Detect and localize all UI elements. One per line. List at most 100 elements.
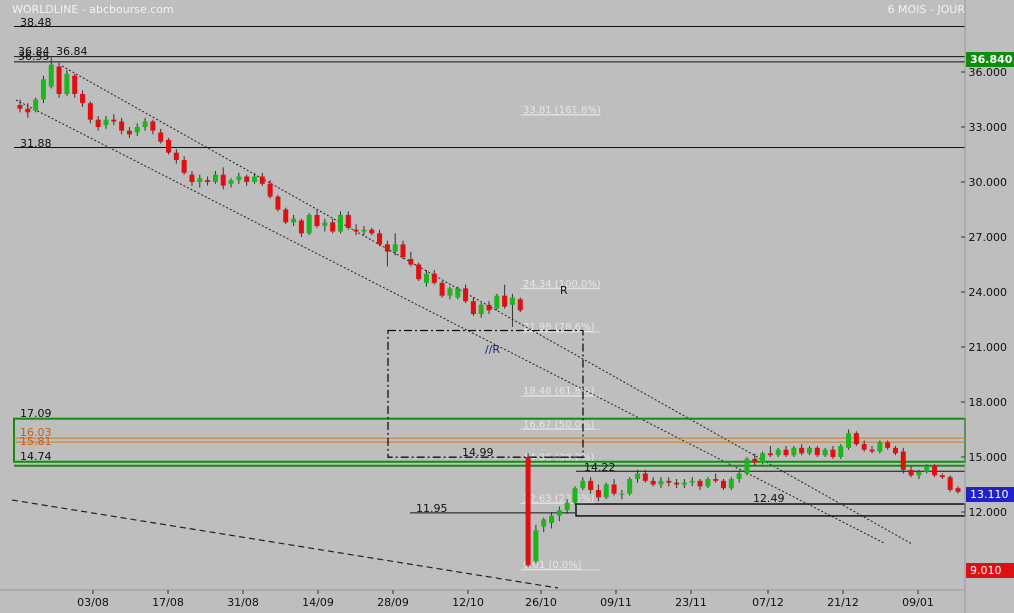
candle-body-8 — [80, 94, 86, 104]
candle-body-99 — [791, 447, 797, 456]
x-tick-label-3: 14/09 — [302, 596, 334, 609]
fib-label-0: 33.81 (161.8%) — [523, 105, 601, 116]
x-tick-label-4: 28/09 — [377, 596, 409, 609]
candle-body-23 — [197, 178, 203, 183]
candle-body-10 — [95, 119, 101, 128]
candle-body-9 — [87, 103, 93, 120]
x-tick-label-2: 31/08 — [227, 596, 259, 609]
candle-body-45 — [369, 229, 375, 234]
candle-body-54 — [439, 282, 445, 296]
candle-body-20 — [173, 152, 179, 161]
fib-label-7: 9.01 (0.0%) — [523, 560, 582, 571]
candle-body-80 — [642, 473, 648, 481]
x-tick-label-0: 03/08 — [77, 596, 109, 609]
candle-body-28 — [236, 176, 242, 181]
candle-body-55 — [447, 288, 453, 296]
candle-body-25 — [212, 174, 218, 183]
gap-box — [387, 329, 584, 458]
candle-body-113 — [900, 451, 906, 470]
candle-body-56 — [455, 288, 461, 298]
candle-body-2 — [33, 99, 39, 111]
price-axis: 36.000 33.000 30.000 27.000 24.000 21.000 18.0… — [961, 0, 1007, 613]
candle-body-12 — [111, 119, 117, 122]
candle-body-74 — [595, 490, 601, 498]
level-label-l1b: 36.84 — [56, 45, 88, 58]
y-tick-label-4: 24.000 — [969, 286, 1008, 299]
candle-body-104 — [830, 449, 836, 458]
x-tick-label-7: 09/11 — [600, 596, 632, 609]
y-tick-label-8: 12.000 — [969, 506, 1008, 519]
y-tick-label-3: 27.000 — [969, 231, 1008, 244]
candle-body-36 — [298, 220, 304, 234]
price-badges: 36.840 13.110 9.010 — [966, 52, 1014, 578]
x-tick-label-11: 09/01 — [902, 596, 934, 609]
candle-body-118 — [939, 475, 945, 478]
candle-body-53 — [431, 273, 437, 283]
x-tick-label-1: 17/08 — [152, 596, 184, 609]
candle-body-87 — [697, 480, 703, 487]
candle-body-24 — [205, 180, 211, 183]
candle-body-86 — [689, 480, 695, 483]
candle-body-67 — [541, 519, 547, 527]
candle-body-46 — [377, 233, 383, 245]
long-dashed-line — [11, 499, 559, 589]
candle-body-110 — [877, 442, 883, 452]
candle-body-33 — [275, 196, 281, 210]
candle-body-37 — [306, 215, 312, 234]
candle-body-22 — [189, 174, 195, 183]
candle-body-84 — [674, 482, 680, 485]
candle-body-119 — [947, 477, 953, 491]
candle-body-59 — [478, 304, 484, 315]
candle-body-107 — [853, 433, 859, 445]
candle-body-83 — [666, 480, 672, 483]
candle-body-120 — [955, 488, 961, 492]
candle-body-13 — [119, 121, 125, 131]
candle-body-65 — [525, 457, 531, 566]
channel-lines — [11, 65, 913, 589]
candle-body-57 — [463, 288, 469, 302]
level-label-l3: 31.88 — [20, 137, 52, 150]
candle-body-117 — [932, 466, 938, 476]
candle-body-97 — [775, 449, 781, 456]
candle-body-101 — [806, 447, 812, 454]
candle-body-52 — [423, 273, 429, 283]
candle-body-11 — [103, 119, 109, 126]
candle-body-15 — [134, 127, 140, 133]
candle-body-94 — [752, 458, 758, 463]
candle-body-73 — [588, 480, 594, 491]
candle-body-68 — [549, 515, 555, 523]
level-label-l2: 36.55 — [18, 50, 50, 63]
candle-body-78 — [627, 479, 633, 494]
y-tick-label-0: 36.000 — [969, 66, 1008, 79]
level-label-1422: 14.22 — [584, 461, 616, 474]
candle-body-64 — [517, 299, 523, 311]
current-price-badge — [966, 487, 1014, 502]
candle-body-111 — [885, 442, 891, 448]
fib-label-2: 21.98 (78.6%) — [523, 322, 594, 333]
candle-body-39 — [322, 222, 328, 227]
candle-body-115 — [916, 471, 922, 476]
candle-body-61 — [494, 295, 500, 309]
candle-body-112 — [892, 447, 898, 454]
candle-body-29 — [244, 176, 250, 183]
candle-body-5 — [56, 66, 62, 95]
annotation-parallel: //R — [485, 343, 500, 356]
last-price-badge — [966, 52, 1014, 67]
candle-body-66 — [533, 530, 539, 562]
low-price-badge-text: 9.010 — [970, 564, 1002, 577]
candle-body-58 — [470, 301, 476, 315]
orange-label-1: 16.03 — [20, 426, 52, 439]
candle-body-85 — [681, 482, 687, 485]
candle-body-49 — [400, 244, 406, 258]
candle-body-47 — [384, 244, 390, 252]
candle-body-109 — [869, 449, 875, 452]
candle-body-31 — [259, 176, 265, 184]
candle-body-93 — [744, 458, 750, 474]
candle-body-106 — [846, 433, 852, 448]
candle-body-116 — [924, 466, 930, 472]
annotation-resistance: R — [560, 284, 568, 297]
labels-layer: 38.48 36.55 36.84 36.84 31.88 17.09 16.0… — [18, 16, 785, 515]
x-tick-label-5: 12/10 — [452, 596, 484, 609]
y-tick-label-1: 33.000 — [969, 121, 1008, 134]
fib-label-5: 14.86 (38.2%) — [523, 453, 594, 464]
